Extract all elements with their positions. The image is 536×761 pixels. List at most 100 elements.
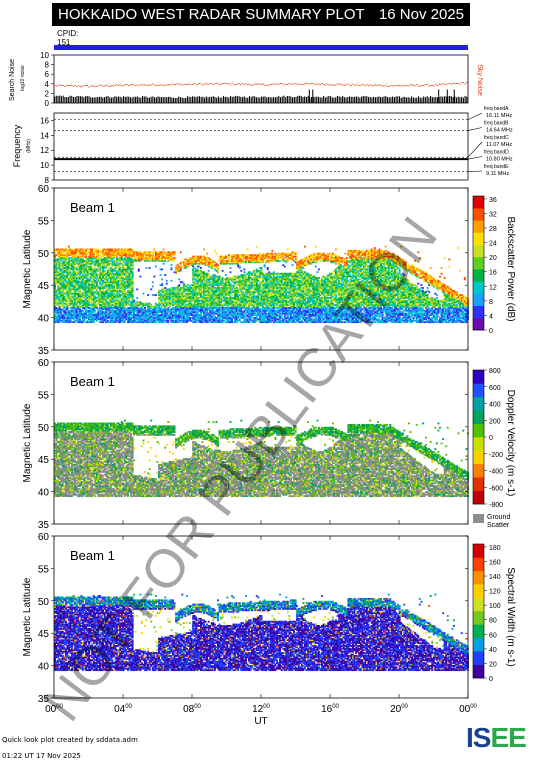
sky-noise-point bbox=[261, 84, 262, 85]
sky-noise-point bbox=[85, 85, 86, 86]
search-noise-bar bbox=[358, 97, 359, 103]
search-noise-bar bbox=[144, 96, 145, 103]
freq-band-value: 11.07 MHz bbox=[486, 142, 512, 148]
search-noise-bar bbox=[349, 96, 350, 103]
sky-noise-point bbox=[204, 83, 205, 84]
search-noise-bar bbox=[277, 97, 278, 103]
sky-noise-point bbox=[80, 86, 81, 87]
sky-noise-point bbox=[423, 85, 424, 86]
search-noise-bar bbox=[73, 97, 74, 103]
sky-noise-point bbox=[394, 85, 395, 86]
search-noise-bar bbox=[430, 96, 431, 103]
sky-noise-point bbox=[351, 85, 352, 86]
search-noise-bar bbox=[411, 96, 412, 103]
search-noise-bar bbox=[125, 97, 126, 103]
sky-noise-point bbox=[273, 84, 274, 85]
sky-noise-point bbox=[133, 84, 134, 85]
sky-noise-point bbox=[144, 84, 145, 85]
search-noise-bar bbox=[240, 97, 241, 103]
noise-ytick-label: 6 bbox=[45, 70, 50, 79]
search-noise-bar bbox=[418, 96, 419, 103]
search-noise-bar bbox=[163, 97, 164, 103]
sky-noise-point bbox=[232, 83, 233, 84]
search-noise-bar bbox=[440, 96, 441, 103]
sky-noise-point bbox=[325, 85, 326, 86]
sky-noise-point bbox=[56, 86, 57, 87]
sky-noise-point bbox=[211, 83, 212, 84]
sky-noise-point bbox=[237, 84, 238, 85]
sky-noise-point bbox=[233, 84, 234, 85]
sky-noise-point bbox=[92, 85, 93, 86]
search-noise-bar bbox=[415, 98, 416, 103]
search-noise-bar bbox=[370, 97, 371, 103]
search-noise-bar bbox=[275, 97, 276, 103]
search-noise-bar bbox=[247, 98, 248, 103]
freq-ytick-label: 14 bbox=[40, 131, 49, 140]
sky-noise-point bbox=[428, 86, 429, 87]
freq-band-value: 9.11 MHz bbox=[486, 171, 509, 177]
search-noise-bar bbox=[421, 98, 422, 103]
sky-noise-point bbox=[320, 84, 321, 85]
sky-noise-point bbox=[256, 84, 257, 85]
sky-noise-point bbox=[380, 85, 381, 86]
sky-noise-point bbox=[382, 85, 383, 86]
sky-noise-point bbox=[356, 84, 357, 85]
search-noise-bar bbox=[297, 96, 298, 103]
search-noise-bar bbox=[346, 98, 347, 103]
search-noise-bar bbox=[264, 96, 265, 103]
search-noise-bar bbox=[339, 96, 340, 103]
search-noise-bar bbox=[63, 96, 64, 103]
sky-noise-point bbox=[304, 83, 305, 84]
search-noise-bar bbox=[320, 97, 321, 103]
search-noise-bar bbox=[302, 97, 303, 103]
search-noise-bar bbox=[171, 98, 172, 103]
sky-noise-point bbox=[218, 83, 219, 84]
search-noise-bar bbox=[223, 96, 224, 103]
search-noise-bar bbox=[154, 97, 155, 103]
search-noise-bar bbox=[107, 96, 108, 103]
search-noise-bar bbox=[308, 96, 309, 103]
sky-noise-point bbox=[104, 85, 105, 86]
search-noise-bar bbox=[218, 97, 219, 103]
sky-noise-point bbox=[125, 84, 126, 85]
freq-band-leader bbox=[468, 128, 482, 131]
search-noise-bar bbox=[87, 96, 88, 103]
sky-noise-point bbox=[383, 86, 384, 87]
search-noise-bar bbox=[340, 97, 341, 103]
sky-noise-point bbox=[221, 83, 222, 84]
search-noise-bar bbox=[294, 97, 295, 103]
noise-ytick-label: 10 bbox=[40, 51, 49, 60]
sky-noise-point bbox=[392, 85, 393, 86]
sky-noise-point bbox=[245, 83, 246, 84]
search-noise-bar bbox=[140, 98, 141, 103]
sky-noise-point bbox=[95, 86, 96, 87]
search-noise-bar bbox=[164, 97, 165, 103]
search-noise-bar bbox=[402, 97, 403, 103]
sky-noise-point bbox=[270, 84, 271, 85]
sky-noise-point bbox=[75, 85, 76, 86]
sky-noise-point bbox=[396, 85, 397, 86]
search-noise-bar bbox=[273, 97, 274, 103]
search-noise-bar bbox=[306, 97, 307, 103]
search-noise-bar bbox=[239, 96, 240, 103]
sky-noise-point bbox=[71, 85, 72, 86]
sky-noise-point bbox=[57, 85, 58, 86]
search-noise-bar bbox=[296, 97, 297, 103]
sky-noise-point bbox=[425, 84, 426, 85]
search-noise-bar bbox=[335, 97, 336, 103]
sky-noise-point bbox=[328, 84, 329, 85]
search-noise-bar bbox=[68, 97, 69, 103]
sky-noise-point bbox=[254, 84, 255, 85]
search-noise-bar bbox=[258, 97, 259, 103]
sky-noise-point bbox=[368, 85, 369, 86]
sky-noise-point bbox=[430, 85, 431, 86]
search-noise-bar bbox=[99, 97, 100, 103]
sky-noise-point bbox=[442, 83, 443, 84]
frequency-units: (MHz) bbox=[26, 139, 32, 153]
echo-cell bbox=[94, 310, 96, 312]
search-noise-bar bbox=[158, 96, 159, 103]
sky-noise-point bbox=[296, 84, 297, 85]
search-noise-bar bbox=[161, 97, 162, 103]
sky-noise-point bbox=[452, 83, 453, 84]
sky-noise-point bbox=[137, 84, 138, 85]
